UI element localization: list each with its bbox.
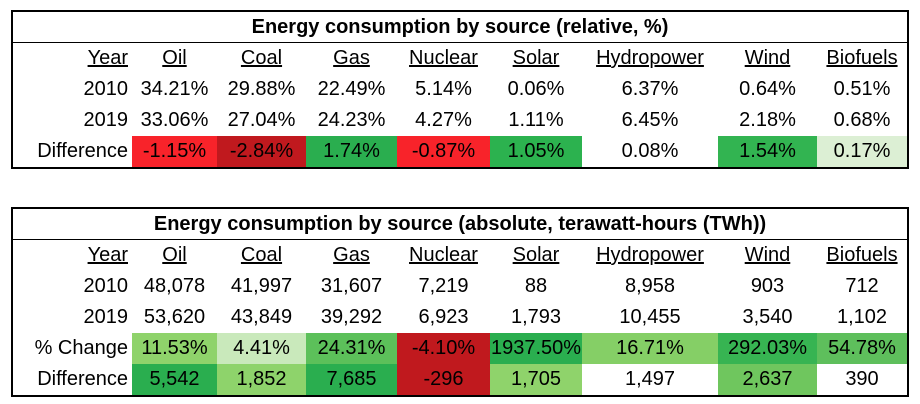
table-cell: 2,637 xyxy=(718,364,817,396)
table-row: 2019 33.06% 27.04% 24.23% 4.27% 1.11% 6.45% 2.1… xyxy=(12,105,908,136)
column-header: Wind xyxy=(744,244,791,266)
table-row: 2010 34.21% 29.88% 22.49% 5.14% 0.06% 6.37% 0.6… xyxy=(12,74,908,105)
column-header: Solar xyxy=(512,47,560,69)
table-cell: 39,292 xyxy=(320,306,383,328)
table-cell: 16.71% xyxy=(582,333,718,364)
table-cell: 7,685 xyxy=(306,364,397,396)
table-cell: 292.03% xyxy=(718,333,817,364)
table-cell: 1,852 xyxy=(217,364,306,396)
table-cell: -1.15% xyxy=(132,136,217,168)
table-cell: 88 xyxy=(524,275,548,297)
table-cell: 903 xyxy=(750,275,785,297)
table-row: % Change 11.53% 4.41% 24.31% -4.10% 1937.50% 1… xyxy=(12,333,909,364)
table-cell: 34.21% xyxy=(140,78,209,100)
table-cell: 1.11% xyxy=(508,109,564,131)
table-title: Energy consumption by source (relative, … xyxy=(12,11,908,43)
row-label: Difference xyxy=(37,140,128,162)
table-cell: 0.08% xyxy=(582,136,718,168)
table-cell: 4.27% xyxy=(415,109,472,131)
table-cell: 0.17% xyxy=(817,136,908,168)
column-header: Oil xyxy=(162,47,187,69)
table-cell: 8,958 xyxy=(624,275,676,297)
column-header: Nuclear xyxy=(409,244,478,266)
table-cell: 6.45% xyxy=(621,109,679,131)
row-label: 2010 xyxy=(83,275,129,297)
table-cell: 1,793 xyxy=(510,306,562,328)
table-cell: 6,923 xyxy=(418,306,469,328)
table-cell: -4.10% xyxy=(397,333,490,364)
table-cell: 43,849 xyxy=(230,306,293,328)
table-row: 2010 48,078 41,997 31,607 7,219 88 8,958 903 712 xyxy=(12,271,908,302)
row-label: 2019 xyxy=(83,306,129,328)
table-cell: 7,219 xyxy=(418,275,469,297)
table-cell: 712 xyxy=(845,275,879,297)
table-cell: -2.84% xyxy=(217,136,306,168)
table-row: 2019 53,620 43,849 39,292 6,923 1,793 10,455 3,… xyxy=(12,302,908,333)
column-header: Year xyxy=(87,47,128,69)
relative-consumption-table: Energy consumption by source (relative, … xyxy=(11,10,909,169)
table-cell: -296 xyxy=(397,364,490,396)
table-cell: 0.51% xyxy=(833,78,891,100)
table-cell: 10,455 xyxy=(619,306,681,328)
table-cell: 24.31% xyxy=(306,333,397,364)
row-label: Difference xyxy=(37,368,128,390)
row-label: 2010 xyxy=(83,78,129,100)
table-cell: 22.49% xyxy=(317,78,386,100)
table-cell: 3,540 xyxy=(742,306,793,328)
column-header: Coal xyxy=(240,47,283,69)
column-header: Biofuels xyxy=(826,244,898,266)
table-cell: 54.78% xyxy=(817,333,909,364)
column-header: Solar xyxy=(512,244,560,266)
table-cell: 1,102 xyxy=(836,306,888,328)
table-cell: 1.05% xyxy=(490,136,582,168)
header-row: Year Oil Coal Gas Nuclear Solar Hydropower Wind… xyxy=(12,240,908,272)
table-cell: 48,078 xyxy=(143,275,206,297)
table-title: Energy consumption by source (absolute, … xyxy=(12,208,909,240)
row-label: 2019 xyxy=(83,109,129,131)
table-cell: 29.88% xyxy=(227,78,296,100)
table-cell: 11.53% xyxy=(132,333,217,364)
table-cell: 6.37% xyxy=(621,78,679,100)
table-cell: 41,997 xyxy=(230,275,293,297)
table-cell: 390 xyxy=(817,364,909,396)
table-cell: 31,607 xyxy=(320,275,383,297)
table-cell: 1.74% xyxy=(306,136,397,168)
row-label: % Change xyxy=(34,337,128,359)
table-cell: 0.06% xyxy=(507,78,565,100)
table-cell: 0.64% xyxy=(739,78,796,100)
table-cell: 53,620 xyxy=(143,306,206,328)
table-cell: 5,542 xyxy=(132,364,217,396)
table-cell: 1,705 xyxy=(490,364,582,396)
table-cell: -0.87% xyxy=(397,136,490,168)
column-header: Year xyxy=(87,244,128,266)
absolute-consumption-table: Energy consumption by source (absolute, … xyxy=(11,207,910,397)
table-cell: 1,497 xyxy=(582,364,718,396)
table-cell: 24.23% xyxy=(317,109,386,131)
column-header: Wind xyxy=(744,47,791,69)
table-cell: 4.41% xyxy=(217,333,306,364)
column-header: Hydropower xyxy=(596,47,704,69)
column-header: Gas xyxy=(333,47,370,69)
column-header: Hydropower xyxy=(596,244,704,266)
table-cell: 27.04% xyxy=(227,109,296,131)
header-row: Year Oil Coal Gas Nuclear Solar Hydropower Wind… xyxy=(12,43,908,75)
table-cell: 1937.50% xyxy=(490,333,582,364)
table-cell: 5.14% xyxy=(415,78,472,100)
table-cell: 0.68% xyxy=(833,109,891,131)
column-header: Nuclear xyxy=(409,47,478,69)
table-cell: 2.18% xyxy=(739,109,796,131)
column-header: Gas xyxy=(333,244,370,266)
table-cell: 33.06% xyxy=(140,109,209,131)
column-header: Biofuels xyxy=(826,47,898,69)
table-cell: 1.54% xyxy=(718,136,817,168)
table-row: Difference 5,542 1,852 7,685 -296 1,705 1,497 2… xyxy=(12,364,909,396)
column-header: Coal xyxy=(240,244,283,266)
column-header: Oil xyxy=(162,244,187,266)
table-row: Difference -1.15% -2.84% 1.74% -0.87% 1.05% 0.… xyxy=(12,136,908,168)
